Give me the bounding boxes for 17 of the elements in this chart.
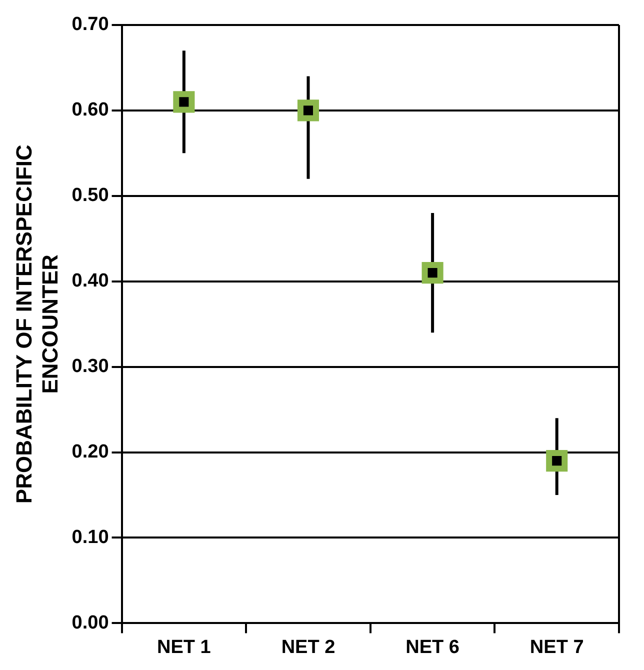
y-tick-label: 0.10 [72, 526, 109, 548]
y-tick-label: 0.60 [72, 100, 109, 121]
y-axis-title: PROBABILITY OF INTERSPECIFIC ENCOUNTER [11, 144, 63, 504]
y-tick-label: 0.50 [72, 185, 109, 206]
y-tick-label: 0.30 [72, 356, 109, 378]
x-tick-label: NET 1 [157, 636, 212, 658]
point [422, 262, 444, 284]
y-tick-label: 0.70 [72, 14, 109, 36]
x-tick-label: NET 2 [281, 636, 336, 658]
point [546, 450, 568, 472]
y-tick-label: 0.40 [72, 270, 109, 292]
point [173, 91, 195, 113]
x-tick-label: NET 7 [530, 636, 584, 658]
y-tick-label: 0.00 [72, 612, 109, 634]
y-tick-label: 0.20 [72, 442, 109, 463]
point [297, 100, 320, 122]
x-tick-label: NET 6 [406, 636, 460, 658]
